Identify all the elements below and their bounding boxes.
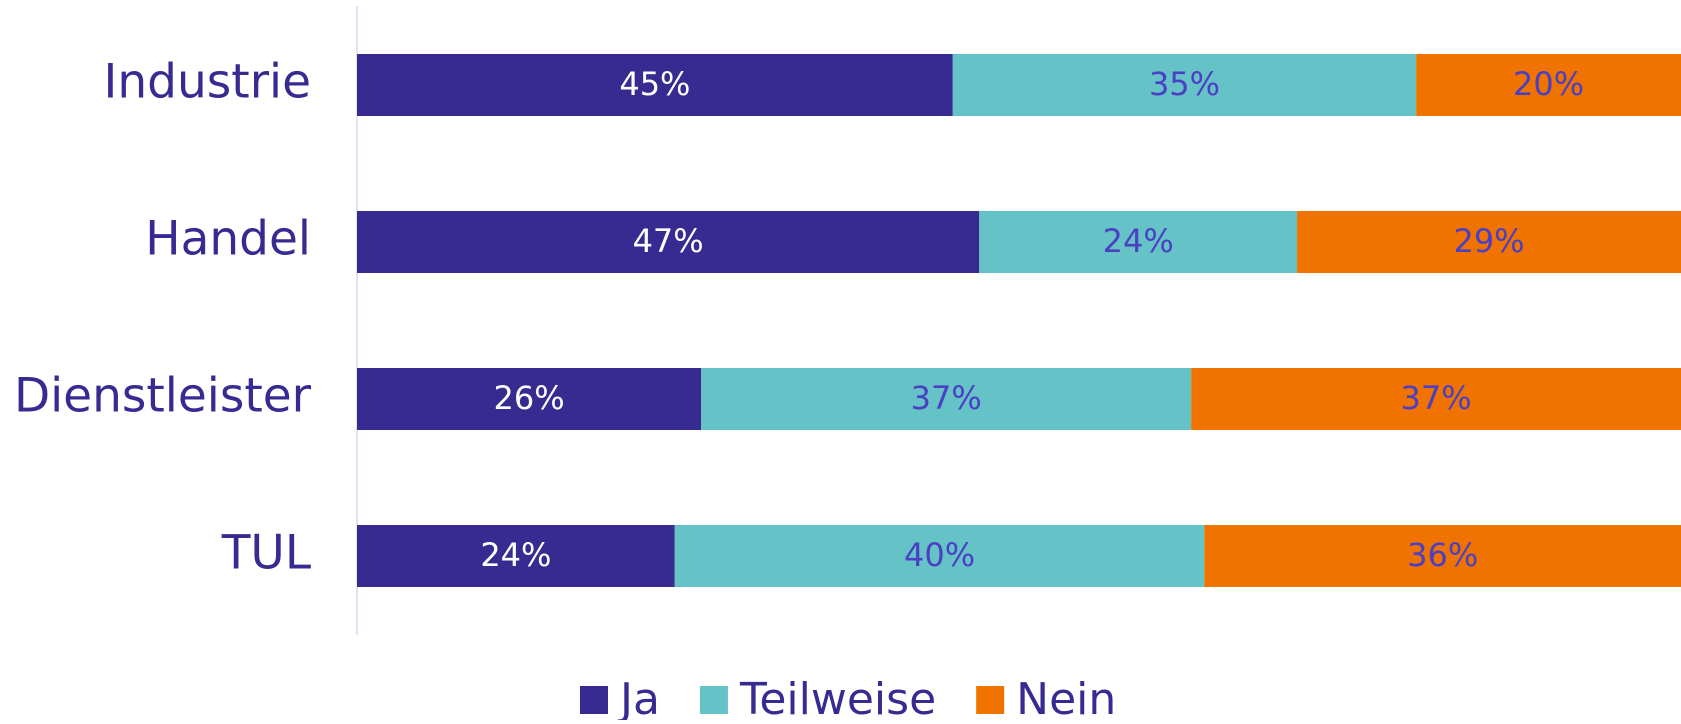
data-label: 26%: [494, 379, 565, 417]
legend-swatch: [580, 686, 608, 714]
category-label: TUL: [221, 526, 311, 581]
legend-label: Ja: [617, 674, 660, 720]
category-label: Handel: [145, 212, 311, 267]
data-label: 37%: [1400, 379, 1471, 417]
legend-swatch: [976, 686, 1005, 714]
bar-segment: [1416, 54, 1681, 116]
bar-segment: [1297, 211, 1681, 273]
data-label: 35%: [1149, 65, 1220, 103]
data-label: 40%: [904, 536, 975, 574]
legend-label: Nein: [1016, 674, 1116, 720]
data-label: 37%: [911, 379, 982, 417]
bar-segment: [979, 211, 1298, 273]
data-label: 20%: [1513, 65, 1584, 103]
data-label: 24%: [480, 536, 551, 574]
data-label: 24%: [1103, 222, 1174, 260]
data-label: 29%: [1453, 222, 1524, 260]
category-label: Industrie: [104, 55, 311, 110]
legend-swatch: [699, 686, 728, 714]
bar-segment: [952, 54, 1417, 116]
bar-segment: [1191, 368, 1681, 430]
category-label: Dienstleister: [14, 369, 312, 424]
bar-segment: [701, 368, 1192, 430]
data-label: 47%: [633, 222, 704, 260]
bar-segment: [357, 525, 675, 587]
data-label: 45%: [619, 65, 690, 103]
bar-segment: [357, 54, 953, 116]
bar-segment: [357, 368, 702, 430]
legend-label: Teilweise: [739, 674, 936, 720]
bar-segment: [674, 525, 1205, 587]
data-label: 36%: [1407, 536, 1478, 574]
bar-segment: [1204, 525, 1681, 587]
bar-segment: [357, 211, 980, 273]
